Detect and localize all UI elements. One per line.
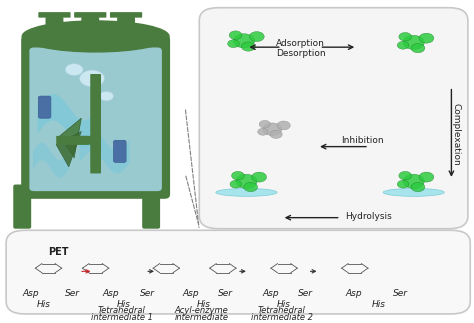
Circle shape bbox=[249, 32, 264, 42]
Circle shape bbox=[80, 70, 105, 87]
Circle shape bbox=[397, 180, 409, 188]
Text: Adsorption
Desorption: Adsorption Desorption bbox=[276, 39, 326, 58]
Circle shape bbox=[419, 172, 434, 182]
Circle shape bbox=[236, 174, 257, 188]
Text: Asp: Asp bbox=[103, 289, 119, 298]
FancyBboxPatch shape bbox=[29, 47, 162, 191]
FancyBboxPatch shape bbox=[22, 36, 169, 198]
FancyBboxPatch shape bbox=[65, 136, 98, 145]
Text: His: His bbox=[197, 300, 211, 309]
Circle shape bbox=[228, 40, 239, 47]
Circle shape bbox=[259, 120, 271, 128]
Text: His: His bbox=[117, 300, 131, 309]
Text: His: His bbox=[371, 300, 385, 309]
FancyBboxPatch shape bbox=[13, 184, 31, 229]
Ellipse shape bbox=[383, 188, 444, 196]
Circle shape bbox=[229, 31, 242, 39]
FancyBboxPatch shape bbox=[38, 12, 71, 18]
FancyBboxPatch shape bbox=[114, 140, 126, 162]
Polygon shape bbox=[33, 142, 69, 178]
Text: PET: PET bbox=[48, 247, 68, 257]
Circle shape bbox=[241, 42, 255, 51]
Circle shape bbox=[244, 182, 257, 192]
FancyBboxPatch shape bbox=[56, 136, 89, 145]
Ellipse shape bbox=[216, 188, 277, 196]
Circle shape bbox=[258, 128, 268, 135]
Text: Ser: Ser bbox=[298, 289, 313, 298]
Circle shape bbox=[403, 174, 424, 188]
Text: Asp: Asp bbox=[23, 289, 39, 298]
FancyBboxPatch shape bbox=[110, 12, 142, 18]
Circle shape bbox=[270, 130, 282, 139]
Text: intermediate: intermediate bbox=[174, 313, 228, 322]
Polygon shape bbox=[56, 131, 82, 167]
Circle shape bbox=[277, 121, 290, 130]
Circle shape bbox=[399, 33, 411, 41]
Text: Inhibition: Inhibition bbox=[341, 136, 383, 145]
Circle shape bbox=[263, 123, 282, 136]
Text: Asp: Asp bbox=[263, 289, 280, 298]
Text: Acyl-enzyme: Acyl-enzyme bbox=[175, 306, 228, 315]
FancyBboxPatch shape bbox=[142, 184, 160, 229]
Text: Tetrahedral: Tetrahedral bbox=[258, 306, 306, 315]
FancyBboxPatch shape bbox=[74, 12, 106, 18]
Text: Tetrahedral: Tetrahedral bbox=[98, 306, 146, 315]
Text: intermediate 1: intermediate 1 bbox=[91, 313, 153, 322]
Circle shape bbox=[399, 172, 411, 180]
Polygon shape bbox=[37, 94, 100, 147]
Circle shape bbox=[403, 35, 424, 49]
FancyBboxPatch shape bbox=[117, 16, 135, 34]
Circle shape bbox=[232, 172, 244, 180]
Polygon shape bbox=[80, 129, 130, 173]
Text: Complexation: Complexation bbox=[452, 103, 461, 165]
Circle shape bbox=[230, 180, 242, 188]
Text: Hydrolysis: Hydrolysis bbox=[346, 212, 392, 221]
FancyBboxPatch shape bbox=[6, 230, 470, 314]
Text: Ser: Ser bbox=[140, 289, 155, 298]
Circle shape bbox=[99, 91, 114, 101]
Circle shape bbox=[419, 33, 434, 43]
Text: Asp: Asp bbox=[346, 289, 362, 298]
Circle shape bbox=[252, 172, 266, 182]
Text: Asp: Asp bbox=[183, 289, 200, 298]
Text: His: His bbox=[36, 300, 51, 309]
Polygon shape bbox=[60, 118, 82, 158]
Text: intermediate 2: intermediate 2 bbox=[251, 313, 313, 322]
Circle shape bbox=[411, 182, 425, 192]
Circle shape bbox=[397, 41, 409, 49]
Text: Ser: Ser bbox=[218, 289, 233, 298]
Text: His: His bbox=[277, 300, 291, 309]
Circle shape bbox=[234, 34, 255, 48]
Text: Ser: Ser bbox=[65, 289, 80, 298]
Text: Ser: Ser bbox=[392, 289, 408, 298]
Circle shape bbox=[411, 44, 425, 53]
FancyBboxPatch shape bbox=[90, 74, 101, 173]
FancyBboxPatch shape bbox=[38, 96, 51, 118]
Ellipse shape bbox=[22, 21, 169, 52]
FancyBboxPatch shape bbox=[199, 8, 468, 229]
FancyBboxPatch shape bbox=[46, 16, 64, 34]
Circle shape bbox=[65, 64, 83, 76]
FancyBboxPatch shape bbox=[82, 16, 99, 34]
